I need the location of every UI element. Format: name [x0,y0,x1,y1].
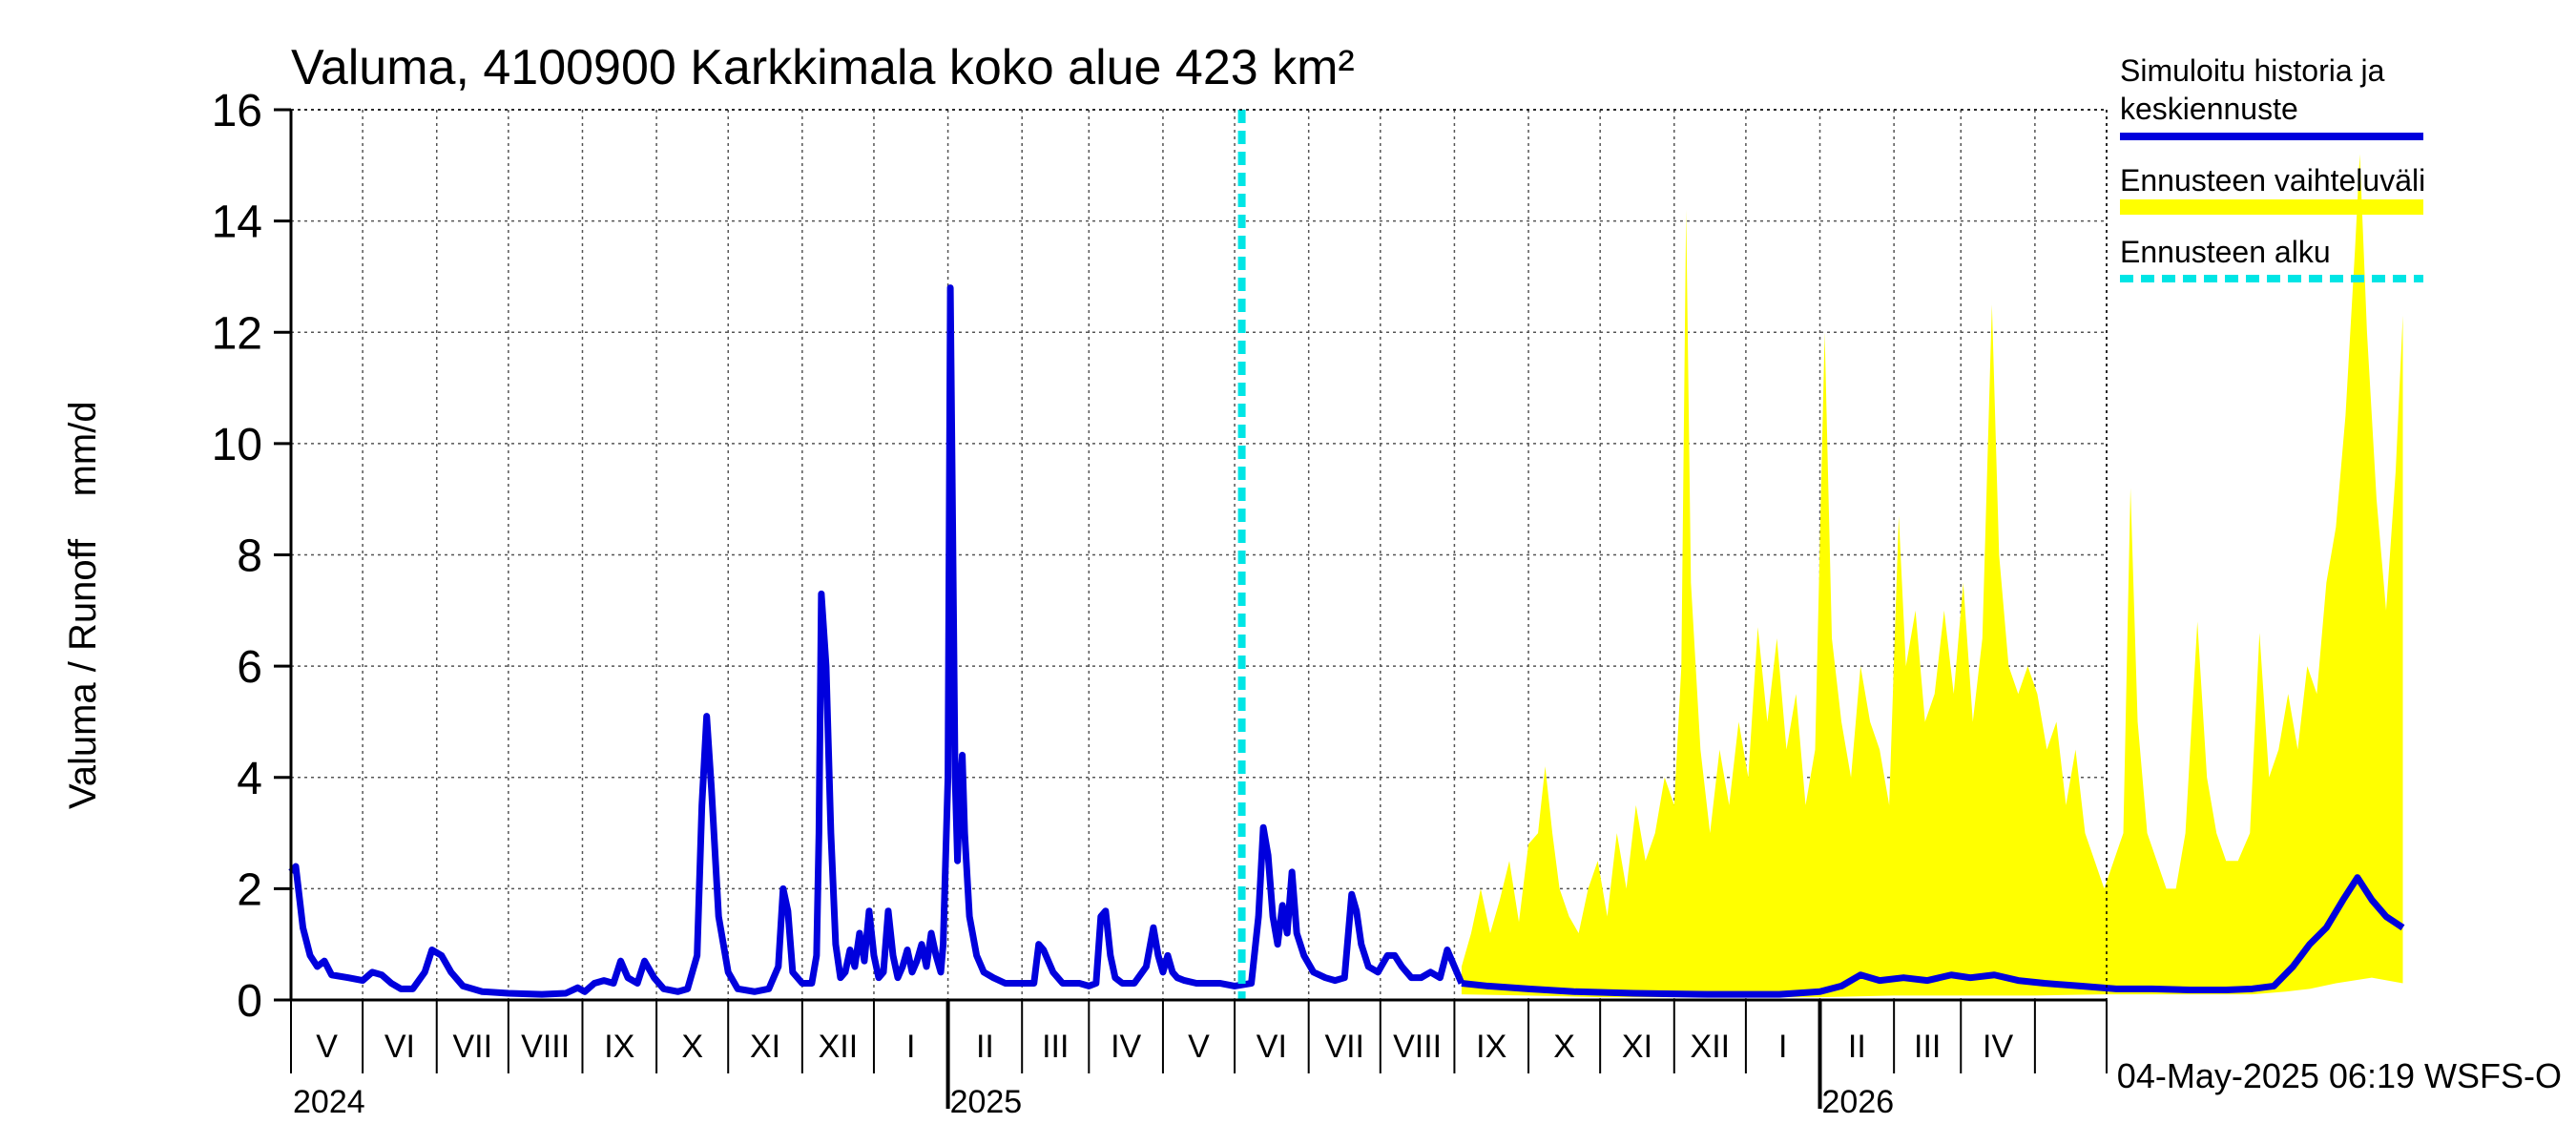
month-label: XII [1691,1029,1731,1065]
series-lines [288,110,2405,1000]
month-label: II [1848,1029,1866,1065]
y-axis-label: Valuma / Runoff mm/d [62,401,104,809]
y-tick-label: 8 [237,531,262,582]
forecast-median-line [1461,874,2405,998]
legend-label: keskiennuste [2120,92,2298,126]
month-label: XII [819,1029,859,1065]
legend-label: Ennusteen vaihteluväli [2120,163,2425,198]
month-label: IX [604,1029,634,1065]
y-tick-label: 14 [212,198,262,248]
month-label: X [1553,1029,1575,1065]
y-tick-labels: 0 2 4 6 8 10 12 14 16 [212,86,262,1027]
legend: Simuloitu historia ja keskiennuste Ennuste… [2120,53,2425,282]
month-label: VII [1324,1029,1364,1065]
month-label: IX [1476,1029,1506,1065]
legend-label: Ennusteen alku [2120,235,2331,269]
month-label: VIII [521,1029,570,1065]
y-tick-label: 12 [212,308,262,359]
year-label: 2026 [1822,1084,1895,1120]
month-label: IV [1111,1029,1141,1065]
year-label: 2024 [293,1084,365,1120]
y-tick-label: 6 [237,642,262,693]
month-label: I [906,1029,915,1065]
month-label: XI [750,1029,780,1065]
month-label: VI [384,1029,415,1065]
month-label: XI [1622,1029,1652,1065]
footer-timestamp: 04-May-2025 06:19 WSFS-O [2117,1056,2562,1095]
y-tick-label: 0 [237,976,262,1027]
y-tick-label: 2 [237,864,262,915]
month-label: V [1188,1029,1210,1065]
month-label: V [316,1029,338,1065]
x-tick-labels: V VI VII VIII IX X XI XII I II III IV V VI VII VIII IX X X… [293,1029,2013,1120]
y-tick-label: 16 [212,86,262,136]
month-label: III [1914,1029,1941,1065]
month-label: II [976,1029,994,1065]
month-label: I [1778,1029,1787,1065]
month-label: IV [1983,1029,2013,1065]
axes [274,108,2108,1109]
y-tick-label: 4 [237,754,262,804]
y-tick-label: 10 [212,420,262,470]
month-label: X [681,1029,703,1065]
forecast-range-band [1461,154,2403,998]
month-label: III [1042,1029,1069,1065]
legend-label: Simuloitu historia ja [2120,53,2385,88]
history-series-line [288,284,1465,998]
legend-swatch-band [2120,199,2423,215]
month-label: VI [1257,1029,1287,1065]
month-label: VIII [1393,1029,1442,1065]
year-label: 2025 [950,1084,1023,1120]
month-label: VII [453,1029,493,1065]
forecast-range-area [1461,154,2403,998]
chart-title: Valuma, 4100900 Karkkimala koko alue 423… [291,40,1355,95]
